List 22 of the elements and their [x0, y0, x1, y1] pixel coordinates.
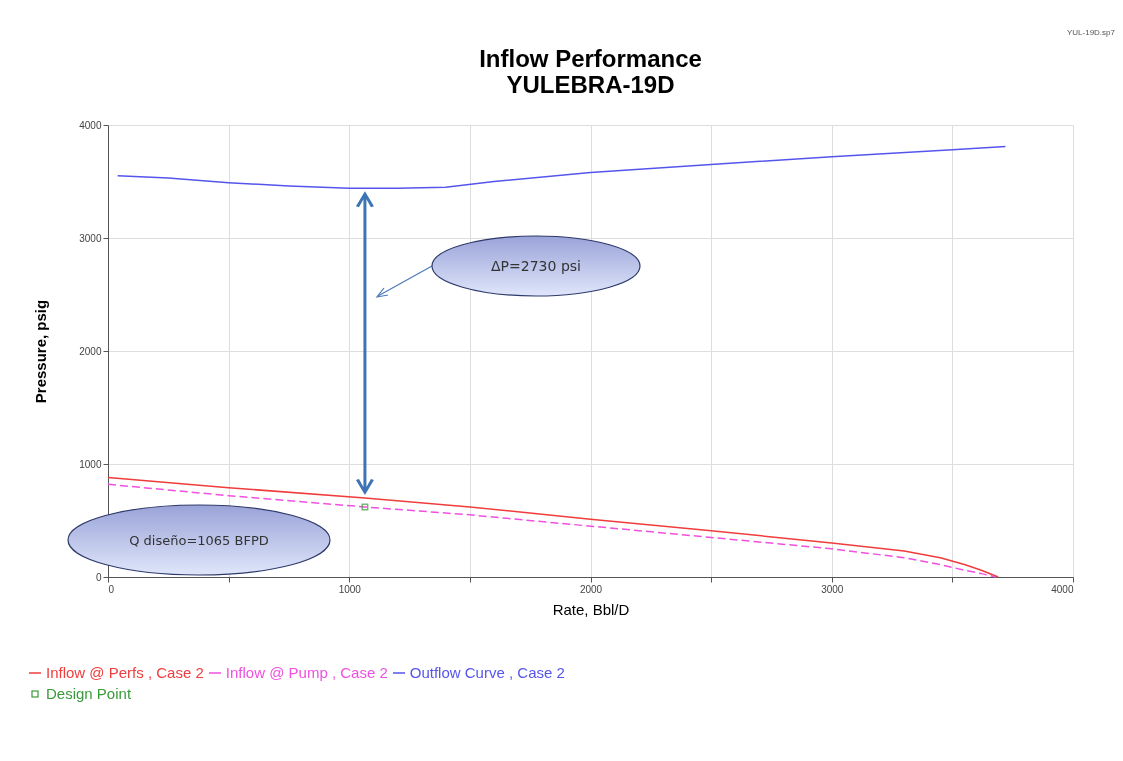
y-axis-title: Pressure, psig: [32, 299, 50, 404]
chart-subtitle: YULEBRA-19D: [506, 71, 675, 98]
x-tick-label: 3000: [821, 583, 844, 595]
x-tick-label: 1000: [338, 583, 362, 595]
y-tick-label: 1000: [79, 458, 102, 470]
y-tick-label: 3000: [79, 232, 102, 244]
x-tick-label: 2000: [579, 583, 603, 595]
annotation: ΔP=2730 psi: [491, 258, 581, 274]
text: YUL-19D.sp7: [1066, 28, 1115, 37]
legend-label: Inflow @ Perfs , Case 2: [46, 664, 204, 681]
chart-title: Inflow Performance: [479, 45, 702, 72]
legend-label: Design Point: [46, 685, 132, 702]
x-tick-label: 4000: [1051, 583, 1074, 595]
legend-label: Inflow @ Pump , Case 2: [225, 664, 388, 681]
y-tick-label: 2000: [79, 345, 102, 357]
line-series: [116, 145, 1007, 190]
x-axis-title: Rate, Bbl/D: [552, 600, 630, 618]
x-tick-label: 0: [108, 583, 115, 595]
y-tick-label: 4000: [79, 119, 102, 131]
legend-label: Outflow Curve , Case 2: [409, 664, 565, 681]
annotation: Q diseño=1065 BFPD: [129, 533, 269, 548]
y-tick-label: 0: [95, 571, 102, 583]
